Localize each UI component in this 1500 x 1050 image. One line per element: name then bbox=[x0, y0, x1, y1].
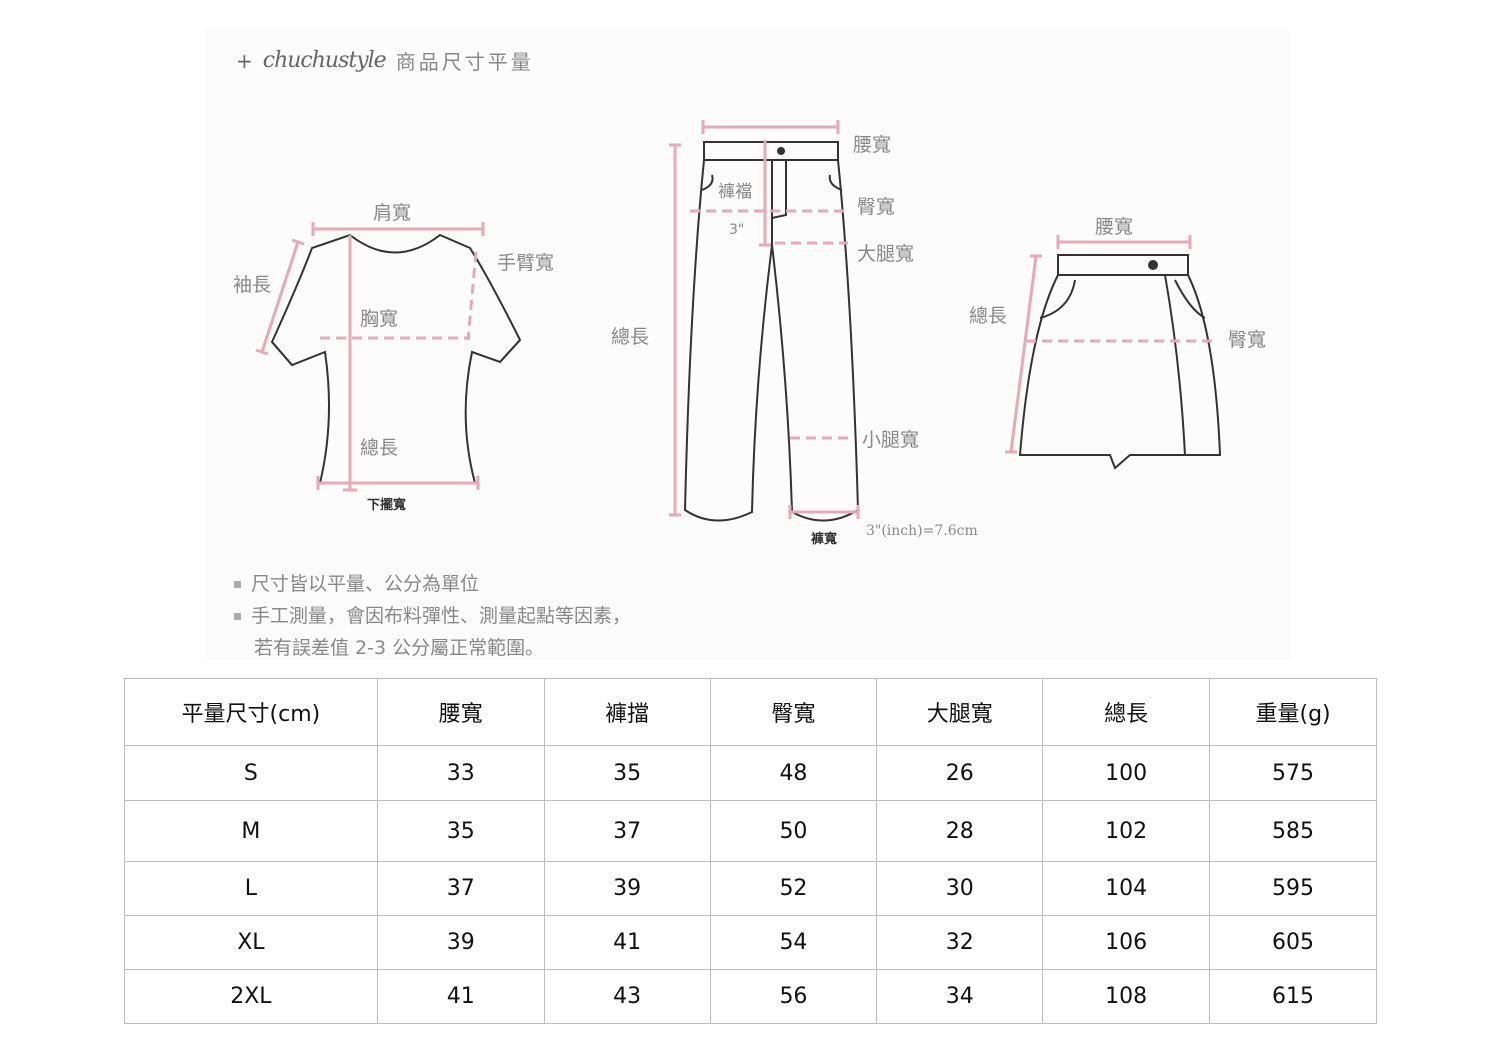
note-3: 若有誤差值 2-3 公分屬正常範圍。 bbox=[254, 637, 545, 659]
table-cell: 41 bbox=[543, 915, 711, 970]
notes: 尺寸皆以平量、公分為單位 手工測量，會因布料彈性、測量起點等因素， 若有誤差值 … bbox=[234, 568, 631, 664]
note-2: 手工測量，會因布料彈性、測量起點等因素， bbox=[251, 605, 632, 627]
table-cell: 56 bbox=[709, 969, 878, 1024]
table-cell: 575 bbox=[1209, 745, 1377, 801]
table-cell: 605 bbox=[1209, 915, 1377, 970]
label-shoulder: 肩寬 bbox=[373, 202, 412, 224]
label-arm: 手臂寬 bbox=[497, 252, 555, 274]
table-row: S 33 35 48 26 100 575 bbox=[124, 745, 1377, 801]
table-cell: 595 bbox=[1209, 861, 1377, 916]
shirt-measure-lines bbox=[255, 222, 485, 492]
label-rise: 褲襠 bbox=[718, 182, 752, 202]
bullet-icon bbox=[234, 613, 241, 620]
plus-icon: + bbox=[236, 48, 253, 73]
label-skirt-length: 總長 bbox=[969, 305, 1008, 327]
table-cell: 33 bbox=[376, 745, 545, 801]
label-skirt-hip: 臀寬 bbox=[1228, 329, 1267, 351]
table-cell: 26 bbox=[876, 745, 1044, 801]
column-header: 腰寬 bbox=[376, 678, 545, 746]
table-cell: 37 bbox=[543, 800, 711, 862]
table-cell: 35 bbox=[376, 800, 545, 862]
table-cell: 50 bbox=[709, 800, 878, 862]
column-header: 臀寬 bbox=[709, 678, 878, 746]
diagram-panel bbox=[205, 30, 1290, 660]
size-table: 平量尺寸(cm) 腰寬 褲擋 臀寬 大腿寬 總長 重量(g) S 33 35 48 26… bbox=[124, 678, 1377, 1024]
table-cell: 39 bbox=[543, 861, 711, 916]
label-pants-length: 總長 bbox=[611, 326, 650, 348]
label-chest: 胸寬 bbox=[360, 308, 399, 330]
table-cell: 2XL bbox=[124, 969, 378, 1024]
table-cell: L bbox=[124, 861, 378, 916]
table-cell: 39 bbox=[376, 915, 545, 970]
table-cell: XL bbox=[124, 915, 378, 970]
label-hip: 臀寬 bbox=[857, 196, 896, 218]
table-row: L 37 39 52 30 104 595 bbox=[124, 861, 1377, 916]
table-cell: 585 bbox=[1209, 800, 1377, 862]
table-cell: 41 bbox=[376, 969, 545, 1024]
table-cell: 37 bbox=[376, 861, 545, 916]
label-sleeve: 袖長 bbox=[233, 274, 272, 296]
label-calf: 小腿寬 bbox=[862, 429, 920, 451]
table-cell: S bbox=[124, 745, 378, 801]
table-cell: 30 bbox=[876, 861, 1044, 916]
table-cell: 615 bbox=[1209, 969, 1377, 1024]
skirt-measure-lines bbox=[1005, 235, 1218, 454]
table-cell: 43 bbox=[543, 969, 711, 1024]
label-pants-waist: 腰寬 bbox=[853, 134, 892, 156]
table-cell: 52 bbox=[709, 861, 878, 916]
table-cell: 34 bbox=[876, 969, 1044, 1024]
column-header: 大腿寬 bbox=[876, 678, 1044, 746]
bullet-icon bbox=[234, 581, 241, 588]
label-skirt-waist: 腰寬 bbox=[1095, 216, 1134, 238]
pants-drawing bbox=[683, 141, 860, 522]
table-row: 2XL 41 43 56 34 108 615 bbox=[124, 969, 1377, 1024]
label-leg-opening: 褲寬 bbox=[811, 532, 838, 547]
column-header: 褲擋 bbox=[543, 678, 711, 746]
table-cell: 32 bbox=[876, 915, 1044, 970]
label-three-inch: 3" bbox=[729, 222, 745, 238]
table-row: M 35 37 50 28 102 585 bbox=[124, 800, 1377, 862]
brand-logo: chuchustyle bbox=[262, 48, 387, 73]
header: + chuchustyle 商品尺寸平量 bbox=[236, 46, 534, 75]
table-cell: 48 bbox=[709, 745, 878, 801]
label-shirt-length: 總長 bbox=[360, 437, 399, 459]
label-conversion: 3"(inch)=7.6cm bbox=[866, 523, 978, 539]
column-header: 重量(g) bbox=[1209, 678, 1377, 746]
skirt-drawing bbox=[1018, 254, 1222, 470]
column-header: 平量尺寸(cm) bbox=[124, 678, 378, 746]
table-cell: 100 bbox=[1042, 745, 1211, 801]
page-title: 商品尺寸平量 bbox=[395, 50, 534, 74]
table-cell: 28 bbox=[876, 800, 1044, 862]
table-cell: M bbox=[124, 800, 378, 862]
table-row: XL 39 41 54 32 106 605 bbox=[124, 915, 1377, 970]
label-thigh: 大腿寬 bbox=[857, 243, 915, 265]
note-1: 尺寸皆以平量、公分為單位 bbox=[251, 573, 480, 595]
pants-measure-lines bbox=[669, 120, 860, 519]
table-header-row: 平量尺寸(cm) 腰寬 褲擋 臀寬 大腿寬 總長 重量(g) bbox=[124, 678, 1377, 746]
table-cell: 54 bbox=[709, 915, 878, 970]
table-cell: 104 bbox=[1042, 861, 1211, 916]
table-cell: 108 bbox=[1042, 969, 1211, 1024]
label-hem: 下擺寬 bbox=[367, 498, 407, 513]
shirt-drawing bbox=[270, 233, 522, 484]
table-cell: 106 bbox=[1042, 915, 1211, 970]
table-cell: 35 bbox=[543, 745, 711, 801]
table-cell: 102 bbox=[1042, 800, 1211, 862]
column-header: 總長 bbox=[1042, 678, 1211, 746]
